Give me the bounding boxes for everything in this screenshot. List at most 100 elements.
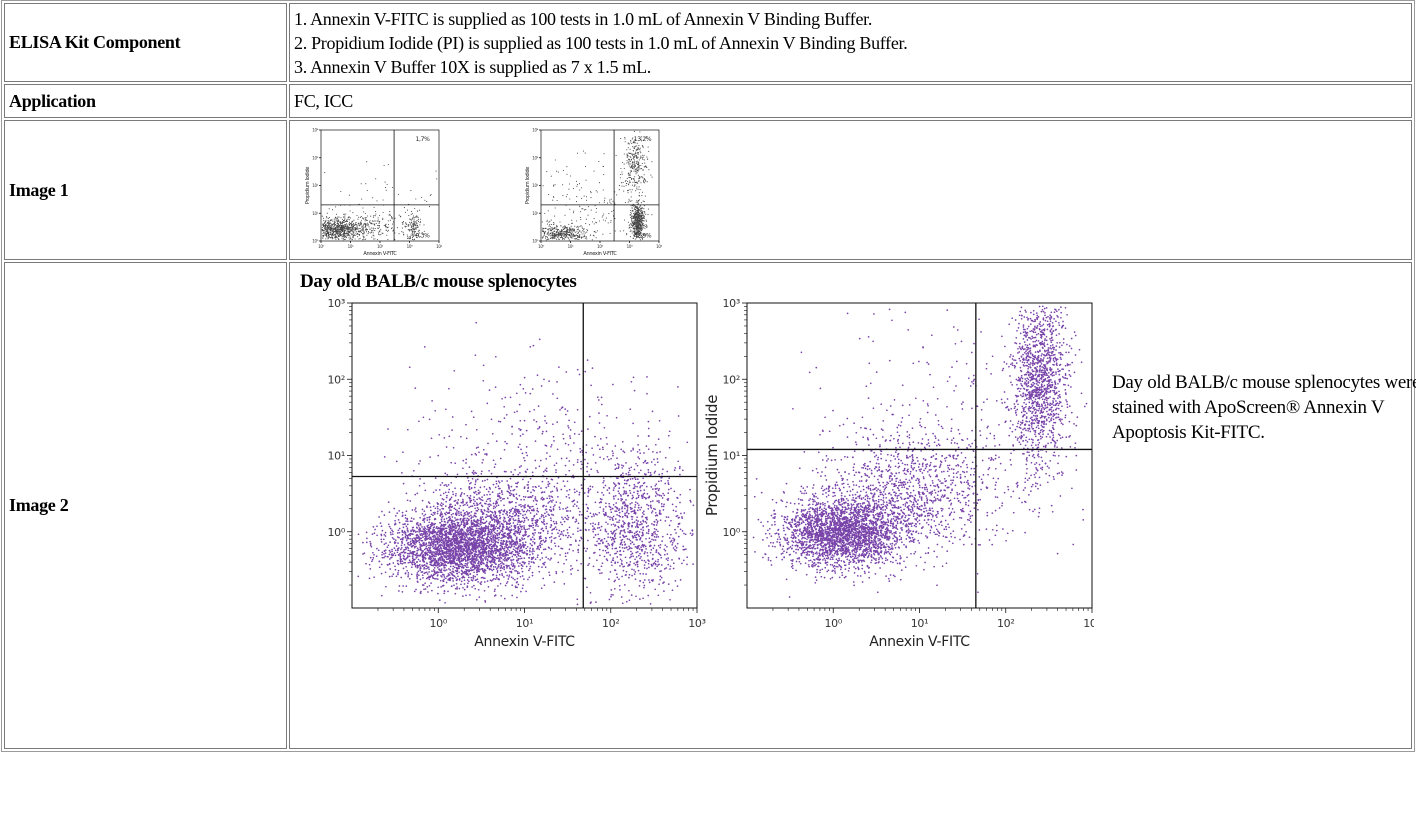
scatter-point — [406, 234, 408, 236]
scatter-point — [620, 182, 623, 184]
scatter-point — [372, 556, 375, 559]
scatter-point — [410, 229, 412, 231]
scatter-point — [474, 575, 476, 577]
scatter-point — [329, 222, 331, 224]
scatter-point — [644, 212, 646, 214]
scatter-point — [641, 195, 643, 197]
scatter-point — [484, 524, 487, 527]
scatter-point — [468, 547, 471, 550]
scatter-point — [632, 228, 634, 230]
scatter-point — [642, 217, 644, 220]
scatter-point — [631, 154, 634, 156]
scatter-point — [327, 222, 329, 224]
scatter-point — [553, 232, 555, 234]
scatter-point — [459, 534, 462, 537]
scatter-point — [638, 166, 640, 168]
scatter-point — [410, 565, 413, 568]
scatter-point — [356, 233, 358, 236]
scatter-point — [352, 228, 355, 230]
scatter-point — [439, 514, 442, 516]
scatter-point — [411, 526, 414, 529]
scatter-point — [596, 230, 598, 232]
scatter-point — [565, 236, 567, 238]
scatter-point — [643, 159, 645, 161]
scatter-point — [447, 572, 450, 575]
scatter-point — [547, 233, 549, 235]
scatter-point — [538, 570, 541, 573]
scatter-point — [435, 543, 437, 546]
scatter-point — [507, 553, 509, 556]
scatter-point — [416, 577, 419, 579]
scatter-point — [483, 529, 485, 532]
scatter-point — [419, 527, 421, 530]
scatter-point — [479, 552, 482, 554]
scatter-point — [381, 556, 384, 559]
scatter-point — [427, 526, 429, 528]
scatter-point — [643, 178, 645, 180]
scatter-point — [509, 570, 511, 573]
scatter-point — [523, 519, 526, 522]
scatter-point — [629, 226, 631, 228]
scatter-point — [612, 200, 614, 202]
scatter-point — [545, 239, 547, 241]
scatter-point — [491, 563, 493, 566]
scatter-point — [425, 550, 427, 553]
scatter-point — [440, 541, 443, 543]
scatter-point — [360, 221, 362, 223]
scatter-point — [639, 226, 641, 228]
scatter-point — [416, 571, 419, 574]
scatter-point — [470, 578, 473, 581]
scatter-point — [585, 236, 588, 238]
scatter-point — [372, 223, 374, 225]
scatter-point — [633, 218, 635, 220]
scatter-point — [476, 556, 478, 559]
scatter-point — [565, 196, 567, 198]
scatter-point — [495, 547, 498, 550]
scatter-point — [630, 211, 632, 214]
scatter-point — [349, 216, 351, 218]
scatter-point — [601, 216, 603, 218]
scatter-point — [547, 238, 549, 241]
scatter-point — [574, 230, 576, 232]
scatter-point — [391, 574, 393, 577]
scatter-point — [461, 576, 463, 578]
scatter-point — [445, 576, 447, 579]
scatter-point — [329, 227, 331, 229]
scatter-point — [351, 224, 354, 226]
scatter-point — [571, 229, 573, 231]
x-tick-label: 10⁰ — [538, 244, 544, 249]
scatter-point — [595, 190, 597, 192]
scatter-point — [576, 229, 578, 231]
scatter-point — [634, 164, 636, 166]
scatter-point — [631, 165, 633, 167]
scatter-point — [509, 546, 512, 548]
scatter-point — [397, 553, 400, 556]
scatter-point — [519, 529, 522, 532]
scatter-point — [428, 534, 430, 536]
scatter-point — [473, 560, 476, 562]
scatter-point — [641, 229, 643, 231]
scatter-point — [516, 586, 518, 588]
scatter-point — [590, 192, 592, 194]
scatter-point — [583, 209, 585, 211]
scatter-point — [485, 553, 488, 555]
scatter-point — [634, 160, 636, 162]
scatter-point — [428, 577, 431, 580]
scatter-point — [344, 224, 346, 226]
scatter-point — [357, 224, 359, 226]
scatter-point — [336, 223, 338, 225]
scatter-point — [429, 549, 432, 552]
x-tick-label: 10² — [377, 244, 383, 249]
scatter-point — [638, 186, 640, 188]
scatter-point — [635, 201, 637, 203]
scatter-point — [569, 236, 571, 238]
scatter-point — [637, 163, 639, 165]
scatter-point — [495, 525, 498, 527]
scatter-point — [366, 229, 369, 231]
scatter-point — [629, 230, 631, 232]
scatter-point — [631, 210, 633, 212]
scatter-point — [440, 560, 442, 563]
scatter-point — [471, 547, 473, 550]
scatter-point — [466, 559, 469, 561]
scatter-point — [391, 536, 394, 539]
